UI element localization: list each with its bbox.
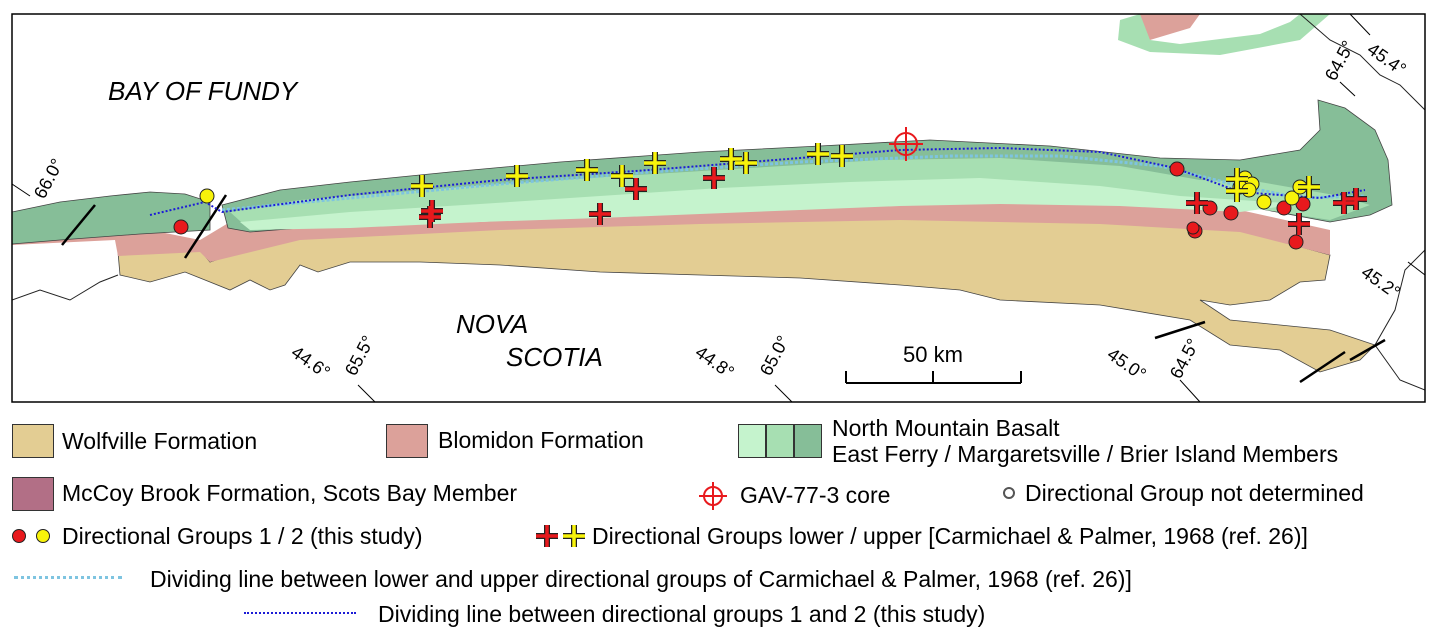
- blomidon-swatch: [386, 424, 428, 458]
- cp-upper-sites-fill: [411, 143, 1320, 202]
- scale-bar: [845, 371, 1022, 384]
- group1-sites: [173, 161, 1311, 250]
- coord-lat-45-4: 45.4°: [1364, 39, 1410, 80]
- land-label-line1: NOVA: [456, 309, 528, 339]
- coord-lat-45-0: 45.0°: [1104, 344, 1150, 385]
- coastline-southwest: [12, 274, 119, 301]
- core-gav-77-3-symbol: [889, 127, 923, 161]
- basalt-area-north: [1118, 14, 1330, 55]
- coord-lat-45-2: 45.2°: [1358, 262, 1404, 303]
- blomidon-formation-area: [12, 200, 1330, 262]
- core-legend-icon: [699, 482, 727, 510]
- undetermined-label: Directional Group not determined: [1025, 480, 1364, 506]
- divide-this-line-sample: [244, 612, 356, 614]
- land-label-line2: SCOTIA: [506, 342, 603, 372]
- groups-this-study-label: Directional Groups 1 / 2 (this study): [62, 523, 423, 549]
- basalt-label-line1: North Mountain Basalt: [832, 415, 1060, 441]
- groups-cp-label: Directional Groups lower / upper [Carmic…: [592, 523, 1308, 549]
- cp-cross-legend-icons: [536, 525, 585, 547]
- east-ferry-member-area: [240, 178, 1300, 230]
- margaretsville-swatch: [766, 424, 794, 458]
- divide-cp-line-sample: [14, 576, 122, 579]
- coord-lon-66: 66.0°: [30, 155, 67, 202]
- divide-cp-label: Dividing line between lower and upper di…: [150, 566, 1132, 592]
- group2-dot: [36, 529, 50, 543]
- coord-lon-64-5-top: 64.5°: [1321, 37, 1358, 84]
- blomidon-label: Blomidon Formation: [438, 427, 644, 453]
- mccoy-swatch: [12, 477, 54, 511]
- undetermined-dot: [1003, 487, 1015, 499]
- coord-lat-44-8: 44.8°: [692, 342, 738, 383]
- map-frame: [11, 13, 1426, 403]
- wolfville-swatch: [12, 424, 54, 458]
- coord-lon-65-0: 65.0°: [756, 332, 793, 379]
- group1-dot: [12, 529, 26, 543]
- coord-lon-64-5-bottom: 64.5°: [1166, 335, 1203, 382]
- dividing-line-lower-upper: [221, 154, 1366, 212]
- coastline-east: [1374, 249, 1425, 391]
- core-label: GAV-77-3 core: [740, 482, 891, 508]
- mccoy-label: McCoy Brook Formation, Scots Bay Member: [62, 480, 518, 506]
- coord-lat-44-6: 44.6°: [288, 342, 334, 383]
- cp-lower-sites-fill: [419, 167, 1367, 235]
- dividing-line-groups-1-2: [149, 146, 1366, 216]
- divide-this-label: Dividing line between directional groups…: [378, 601, 986, 627]
- coord-lon-65-5: 65.5°: [341, 332, 378, 379]
- sea-label: BAY OF FUNDY: [108, 76, 299, 106]
- basalt-swatch-group: [738, 424, 822, 458]
- east-ferry-swatch: [738, 424, 766, 458]
- wolfville-label: Wolfville Formation: [62, 428, 258, 454]
- coastline-north: [1299, 14, 1425, 111]
- fault-lines: [61, 194, 1386, 384]
- brier-island-swatch: [794, 424, 822, 458]
- scale-label: 50 km: [903, 342, 963, 367]
- graticule-ticks: [11, 13, 1426, 403]
- basalt-label-line2: East Ferry / Margaretsville / Brier Isla…: [832, 441, 1339, 467]
